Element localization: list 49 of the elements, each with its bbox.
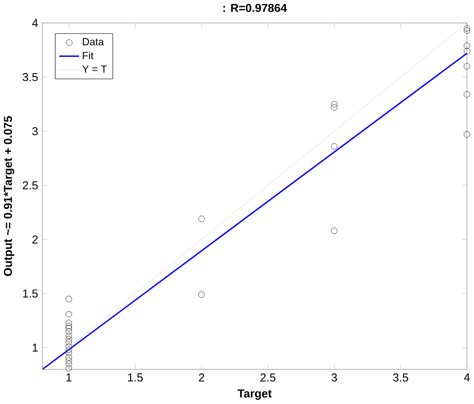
- x-tick-label: 1.5: [128, 374, 143, 382]
- point: [331, 101, 338, 108]
- point: [66, 311, 72, 318]
- y-tick-label: 2: [32, 236, 38, 244]
- point: [66, 325, 72, 332]
- point: [66, 336, 72, 342]
- point: [198, 216, 205, 222]
- y-tick-label: 4: [32, 19, 38, 28]
- y-axis-title: Output ~= 0.91*Target + 0.075: [4, 116, 14, 276]
- point: [66, 346, 72, 354]
- point: [198, 292, 205, 298]
- point: [66, 350, 72, 357]
- legend-label: Fit: [82, 52, 94, 60]
- y-tick-label: 1.5: [23, 290, 38, 298]
- point: [66, 365, 72, 372]
- x-tick-label: 2.5: [260, 374, 276, 382]
- point: [66, 328, 72, 335]
- point: [66, 332, 72, 340]
- y-tick-label: 1: [32, 344, 38, 352]
- point: [331, 143, 338, 150]
- chart-title: : R=0.97864: [223, 4, 287, 12]
- x-tick-label: 3.5: [393, 374, 408, 382]
- point: [66, 322, 72, 330]
- point: [66, 358, 72, 364]
- point: [464, 63, 470, 70]
- legend-label: Data: [82, 38, 104, 46]
- point: [464, 42, 470, 50]
- x-axis-title: Target: [238, 390, 272, 400]
- point: [66, 339, 72, 346]
- point: [464, 27, 470, 34]
- legend-label: Y = T: [82, 66, 107, 73]
- x-tick-label: 2: [198, 374, 204, 382]
- y-tick-label: 2.5: [22, 181, 38, 190]
- point: [464, 25, 470, 32]
- point: [66, 360, 72, 368]
- y-tick-label: 3.5: [22, 73, 38, 82]
- point: [464, 131, 470, 138]
- point: [66, 320, 72, 326]
- point: [464, 91, 470, 98]
- point: [331, 104, 338, 111]
- x-tick-label: 1: [66, 374, 72, 382]
- y-tick-label: 3: [32, 127, 38, 136]
- x-tick-label: 3: [331, 374, 337, 382]
- point: [66, 296, 72, 302]
- point: [66, 354, 72, 361]
- x-tick-label: 4: [464, 374, 470, 382]
- point: [66, 344, 72, 350]
- point: [464, 48, 470, 54]
- point: [331, 228, 338, 234]
